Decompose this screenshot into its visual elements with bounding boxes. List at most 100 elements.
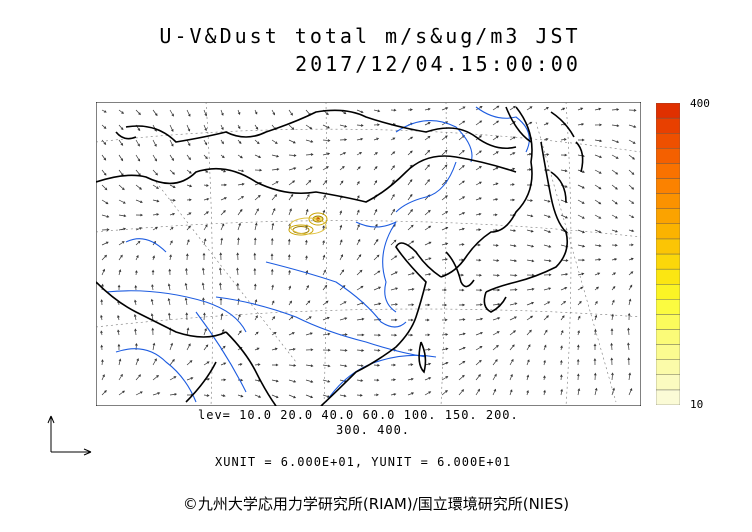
wind-arrow (271, 154, 280, 158)
wind-arrow (152, 255, 156, 261)
wind-arrow (611, 258, 618, 261)
wind-arrow (543, 389, 546, 396)
wind-arrow (339, 254, 344, 261)
wind-arrow (168, 268, 172, 276)
wind-arrow (458, 106, 466, 111)
wind-arrow (628, 298, 632, 306)
wind-arrow (509, 373, 513, 381)
wind-arrow (203, 224, 208, 231)
wind-arrow (185, 253, 189, 261)
wind-arrow (101, 241, 109, 246)
wind-arrow (560, 107, 566, 111)
wind-arrow (169, 240, 173, 246)
wind-arrow (237, 182, 245, 186)
wind-arrow (424, 257, 432, 261)
wind-arrow (339, 301, 347, 306)
wind-arrow (237, 222, 241, 231)
wind-arrow (271, 109, 275, 116)
wind-arrow (270, 253, 274, 260)
wind-arrow (100, 330, 103, 336)
wind-arrow (593, 372, 597, 381)
wind-arrow (322, 139, 331, 142)
wind-arrow (203, 211, 209, 216)
wind-arrow (271, 300, 275, 306)
wind-arrow (424, 225, 432, 231)
wind-arrow (407, 348, 413, 352)
wind-arrow (254, 109, 258, 115)
wind-arrow (407, 193, 413, 201)
wind-arrow (610, 357, 614, 366)
wind-arrow (424, 303, 431, 307)
wind-arrow (169, 226, 174, 231)
wind-arrow (475, 197, 482, 201)
wind-arrow (424, 135, 431, 141)
wind-arrow (611, 169, 619, 175)
wind-arrow (390, 151, 396, 156)
wind-arrow (373, 393, 379, 397)
wind-arrow (475, 150, 482, 156)
wind-arrow (220, 139, 224, 145)
colorbar-swatch (656, 133, 680, 149)
wind-arrow (117, 343, 121, 351)
wind-arrow (594, 286, 599, 291)
wind-arrow (373, 333, 381, 337)
wind-arrow (305, 139, 314, 143)
wind-arrow (577, 244, 586, 248)
wind-arrow (424, 377, 432, 381)
wind-arrow (322, 379, 331, 383)
wind-arrow (271, 316, 276, 321)
wind-arrow (526, 315, 534, 321)
wind-arrow (577, 272, 585, 276)
wind-arrow (288, 193, 294, 201)
wind-arrow (270, 268, 274, 276)
wind-arrow (186, 124, 191, 132)
wind-arrow (117, 329, 120, 336)
wind-arrow (152, 375, 159, 381)
wind-arrow (560, 315, 565, 321)
wind-arrow (152, 358, 157, 366)
wind-arrow (458, 165, 465, 171)
wind-arrow (201, 267, 205, 276)
wind-arrow (576, 344, 580, 351)
wind-arrow (101, 359, 104, 366)
wind-arrow (305, 193, 310, 201)
wind-arrow (186, 343, 191, 351)
wind-arrow (339, 124, 348, 128)
wind-arrow (305, 348, 314, 352)
wind-arrow (339, 317, 348, 321)
wind-arrow (101, 374, 105, 381)
wind-arrow (543, 315, 549, 321)
wind-arrow (560, 359, 563, 366)
wind-arrow (628, 184, 635, 190)
wind-arrow (475, 359, 482, 366)
wind-arrow (492, 198, 499, 201)
wind-arrow (509, 330, 516, 336)
wind-arrow (526, 259, 535, 263)
wind-arrow (288, 109, 293, 116)
wind-arrow (167, 298, 171, 306)
wind-arrow (458, 212, 466, 216)
wind-arrow (509, 183, 515, 186)
wind-arrow (203, 124, 207, 132)
wind-arrow (169, 184, 176, 188)
wind-arrow (627, 312, 631, 321)
wind-arrow (594, 184, 602, 190)
wind-arrow (628, 154, 635, 160)
wind-arrow (236, 267, 239, 276)
wind-arrow (611, 272, 617, 276)
wind-arrow (526, 199, 534, 202)
wind-arrow (458, 180, 465, 186)
wind-arrow (424, 209, 431, 216)
wind-arrow (288, 154, 297, 157)
wind-arrow (322, 240, 325, 246)
wind-arrow (101, 390, 107, 396)
wind-arrow (339, 166, 345, 171)
map-datetime: 2017/12/04.15:00:00 (295, 52, 581, 76)
wind-arrow (543, 244, 552, 248)
wind-arrow (475, 212, 482, 216)
wind-arrow (458, 374, 465, 381)
map-title: U-V&Dust total m/s&ug/m3 JST (159, 24, 581, 48)
wind-arrow (356, 137, 364, 141)
wind-arrow (390, 239, 397, 246)
wind-arrow (322, 284, 328, 291)
